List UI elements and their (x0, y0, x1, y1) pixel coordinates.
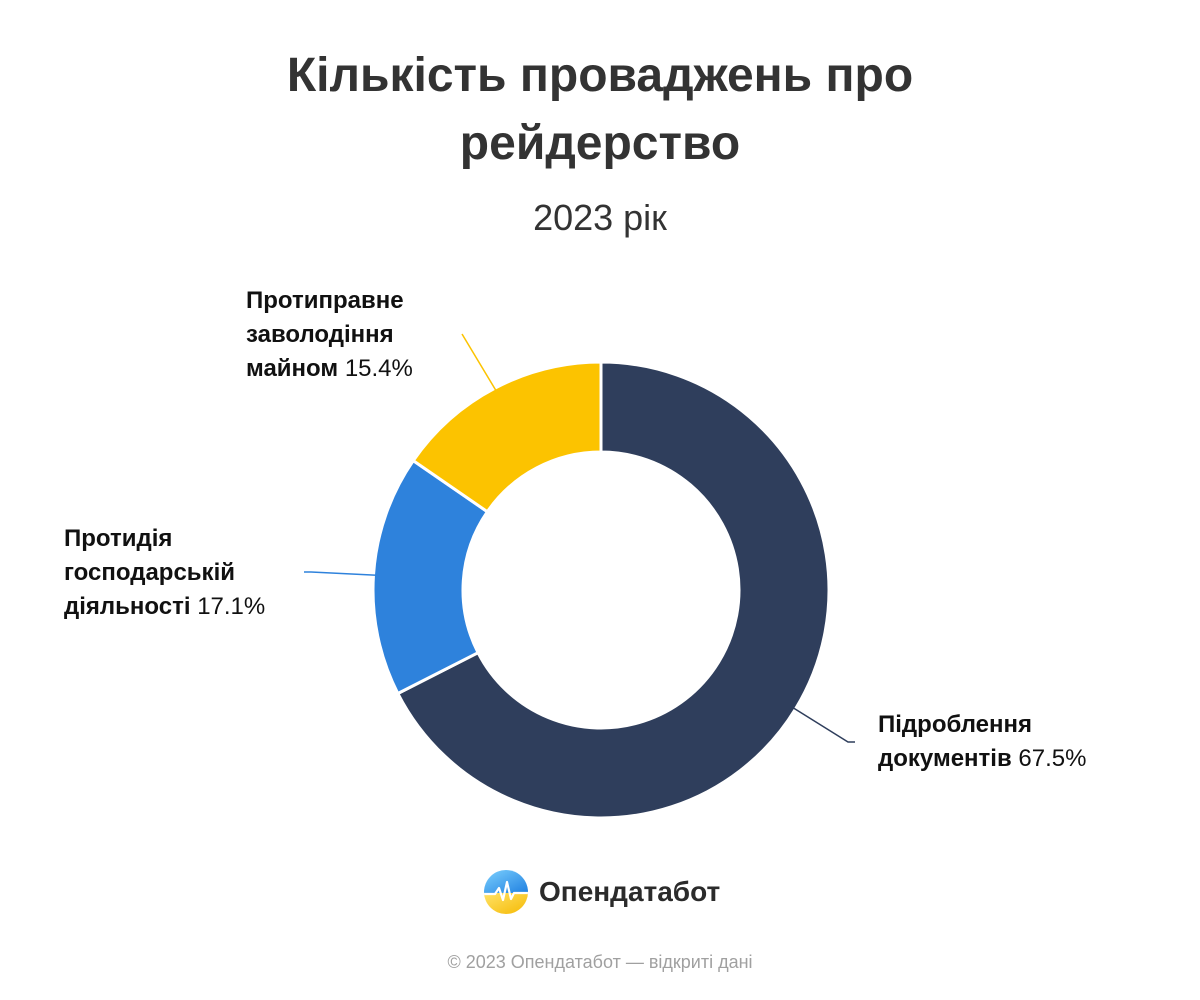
slice-label-pidroblennia: Підроблення документів 67.5% (878, 708, 1168, 776)
slice-protypravne (411, 360, 603, 514)
slice-label-value: 15.4% (344, 355, 413, 382)
opendatabot-logo-icon (484, 870, 528, 914)
slice-label-value: 17.1% (197, 593, 266, 620)
leader-line (789, 705, 855, 743)
chart-subtitle: 2023 рік (533, 197, 667, 238)
leader-line (304, 571, 380, 577)
slice-label-name: Протидія господарській діяльності (64, 525, 235, 620)
brand-logo: Опендатабот (483, 868, 720, 916)
chart-title: Кількість проваджень про рейдерство (0, 42, 1200, 178)
chart-title-line-2: рейдерство (459, 117, 741, 170)
slice-label-protydiia: Протидія господарській діяльності 17.1% (64, 522, 304, 624)
slice-label-name: Підроблення документів (878, 711, 1032, 772)
footer-copyright: © 2023 Опендатабот — відкриті дані (447, 952, 753, 972)
slice-label-protypravne: Протиправне заволодіння майном 15.4% (246, 284, 466, 386)
chart-title-line-1: Кількість проваджень про (286, 49, 914, 102)
leader-line (461, 333, 499, 394)
slice-pidroblennia (396, 360, 831, 820)
slice-label-name: Протиправне заволодіння майном (246, 287, 404, 382)
logo-text: Опендатабот (539, 876, 721, 907)
slice-label-value: 67.5% (1018, 745, 1087, 772)
